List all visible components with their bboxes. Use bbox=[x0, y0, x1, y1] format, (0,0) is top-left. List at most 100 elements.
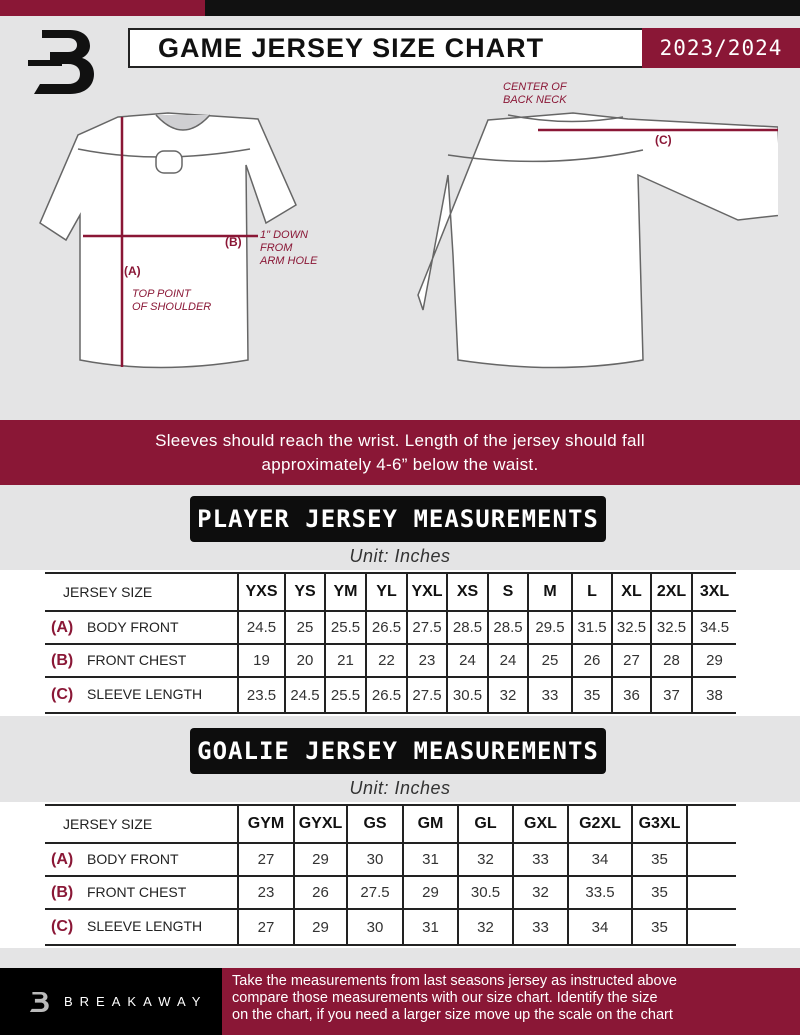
table-cell: 23 bbox=[237, 875, 295, 910]
brand-name: BREAKAWAY bbox=[64, 994, 208, 1009]
table-cell: 25.5 bbox=[324, 610, 367, 645]
footer-instructions: Take the measurements from last seasons … bbox=[222, 968, 800, 1035]
table-cell: 35 bbox=[631, 875, 688, 910]
table-cell: 34 bbox=[567, 908, 633, 946]
jersey-size-header: JERSEY SIZE bbox=[45, 572, 239, 612]
table-cell: 31 bbox=[402, 842, 459, 877]
table-cell: 31 bbox=[402, 908, 459, 946]
size-header: GYXL bbox=[293, 804, 348, 844]
table-cell: 35 bbox=[571, 676, 613, 714]
jersey-diagram bbox=[39, 112, 778, 369]
table-cell: 34.5 bbox=[691, 610, 736, 645]
table-cell: 33 bbox=[512, 908, 569, 946]
size-header: YXS bbox=[237, 572, 286, 612]
table-cell: 26 bbox=[293, 875, 348, 910]
table-cell: 26 bbox=[571, 643, 613, 678]
size-header: XS bbox=[446, 572, 489, 612]
size-header: G3XL bbox=[631, 804, 688, 844]
player-table-area: JERSEY SIZE YXS YS YM YL YXL XS S M L XL 2XL 3XL (A) B… bbox=[0, 570, 800, 716]
jersey-front-drawing bbox=[39, 112, 297, 369]
label-b: (B) bbox=[225, 235, 242, 249]
top-point-note: TOP POINT OF SHOULDER bbox=[132, 288, 212, 313]
table-cell: 19 bbox=[237, 643, 286, 678]
table-cell: 27 bbox=[237, 908, 295, 946]
table-row: (C) SLEEVE LENGTH 23.5 24.5 25.5 26.5 27.5 30.5… bbox=[45, 676, 736, 714]
size-header: YXL bbox=[406, 572, 448, 612]
player-section-title: PLAYER JERSEY MEASUREMENTS bbox=[190, 496, 606, 542]
season-badge: 2023/2024 bbox=[642, 28, 800, 68]
table-cell: 27 bbox=[611, 643, 652, 678]
footer-brand: BREAKAWAY bbox=[0, 968, 222, 1035]
table-cell: 32.5 bbox=[611, 610, 652, 645]
player-size-table: JERSEY SIZE YXS YS YM YL YXL XS S M L XL 2XL 3XL (A) B… bbox=[45, 572, 736, 714]
table-cell: 30 bbox=[346, 842, 404, 877]
measurement-lines bbox=[83, 117, 778, 367]
table-cell: 27.5 bbox=[406, 676, 448, 714]
player-unit: Unit: Inches bbox=[349, 546, 451, 566]
label-c: (C) bbox=[655, 133, 672, 147]
table-cell: 34 bbox=[567, 842, 633, 877]
table-cell: 24.5 bbox=[284, 676, 326, 714]
size-header: GM bbox=[402, 804, 459, 844]
table-cell: 35 bbox=[631, 842, 688, 877]
table-cell: 33 bbox=[512, 842, 569, 877]
row-letter: (C) bbox=[51, 918, 74, 935]
table-row: (B) FRONT CHEST 19 20 21 22 23 24 24 25 26 27 28 29 bbox=[45, 643, 736, 678]
table-cell: 29 bbox=[691, 643, 736, 678]
table-cell: 28.5 bbox=[446, 610, 489, 645]
size-header: 3XL bbox=[691, 572, 736, 612]
goalie-section-title: GOALIE JERSEY MEASUREMENTS bbox=[190, 728, 606, 774]
table-row: (A) BODY FRONT 24.5 25 25.5 26.5 27.5 28.5 28.5 2… bbox=[45, 610, 736, 645]
table-cell: 32 bbox=[457, 842, 514, 877]
table-cell: 24.5 bbox=[237, 610, 286, 645]
table-cell: 30 bbox=[346, 908, 404, 946]
table-cell: 30.5 bbox=[457, 875, 514, 910]
size-header: YS bbox=[284, 572, 326, 612]
arm-hole-note: 1" DOWN FROM ARM HOLE bbox=[260, 229, 318, 267]
size-header: YL bbox=[365, 572, 408, 612]
row-letter: (A) bbox=[51, 850, 74, 868]
jersey-size-header: JERSEY SIZE bbox=[45, 804, 239, 844]
breakaway-small-logo-icon bbox=[29, 991, 49, 1012]
table-cell: 35 bbox=[631, 908, 688, 946]
breakaway-logo-icon bbox=[28, 30, 94, 94]
table-cell: 28.5 bbox=[487, 610, 529, 645]
size-header: XL bbox=[611, 572, 652, 612]
table-header-row: JERSEY SIZE GYM GYXL GS GM GL GXL G2XL G3XL bbox=[45, 804, 736, 844]
table-cell: 26.5 bbox=[365, 610, 408, 645]
table-cell: 21 bbox=[324, 643, 367, 678]
jersey-back-drawing bbox=[417, 112, 778, 369]
table-row: (B) FRONT CHEST 23 26 27.5 29 30.5 32 33.5 35 bbox=[45, 875, 736, 910]
top-accent-bar bbox=[0, 0, 205, 16]
size-header: GXL bbox=[512, 804, 569, 844]
size-header: GYM bbox=[237, 804, 295, 844]
size-header: G2XL bbox=[567, 804, 633, 844]
table-cell: 29 bbox=[293, 908, 348, 946]
size-header: M bbox=[527, 572, 573, 612]
row-label: (A) BODY FRONT bbox=[45, 842, 239, 877]
row-label: (B) FRONT CHEST bbox=[45, 643, 239, 678]
table-cell: 32 bbox=[512, 875, 569, 910]
label-a: (A) bbox=[124, 264, 141, 278]
fit-instructions-banner: Sleeves should reach the wrist. Length o… bbox=[0, 420, 800, 485]
size-header bbox=[686, 804, 736, 844]
top-dark-bar bbox=[205, 0, 800, 16]
table-cell bbox=[686, 875, 736, 910]
table-cell: 24 bbox=[487, 643, 529, 678]
table-cell: 31.5 bbox=[571, 610, 613, 645]
goalie-table-area: JERSEY SIZE GYM GYXL GS GM GL GXL G2XL G3XL (A) BO… bbox=[0, 802, 800, 948]
table-cell: 29.5 bbox=[527, 610, 573, 645]
table-cell: 27.5 bbox=[406, 610, 448, 645]
row-label: (C) SLEEVE LENGTH bbox=[45, 908, 239, 946]
size-header: 2XL bbox=[650, 572, 693, 612]
table-cell: 20 bbox=[284, 643, 326, 678]
size-header: GL bbox=[457, 804, 514, 844]
table-cell: 32 bbox=[457, 908, 514, 946]
row-letter: (A) bbox=[51, 618, 74, 636]
page-title: GAME JERSEY SIZE CHART bbox=[128, 28, 642, 68]
table-cell: 29 bbox=[293, 842, 348, 877]
back-neck-note: CENTER OF BACK NECK bbox=[503, 81, 567, 106]
table-cell bbox=[686, 908, 736, 946]
table-cell: 36 bbox=[611, 676, 652, 714]
table-cell: 27.5 bbox=[346, 875, 404, 910]
